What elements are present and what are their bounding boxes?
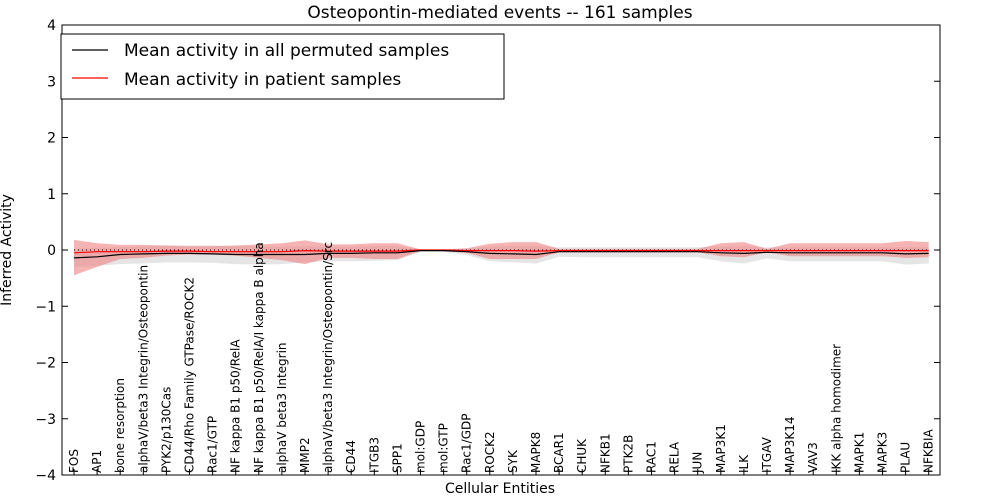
x-tick-label: VAV3	[806, 442, 820, 473]
x-tick-label: mol:GDP	[414, 421, 428, 473]
x-tick-label: NF kappa B1 p50/RelA	[229, 339, 243, 473]
series-line-patient	[73, 249, 929, 254]
x-tick-label: CD44	[344, 440, 358, 473]
x-tick-label: alphaV/beta3 Integrin/Osteopontin	[136, 265, 150, 473]
x-tick-label: PYK2/p130Cas	[159, 387, 173, 473]
legend-entry-patient: Mean activity in patient samples	[124, 70, 401, 90]
x-tick-label: bone resorption	[113, 378, 127, 473]
x-tick-label: FOS	[67, 449, 81, 473]
x-tick-label: PLAU	[899, 442, 913, 473]
x-tick-label: alphaV/beta3 Integrin/Osteopontin/Src	[321, 242, 335, 473]
y-tick-label: 0	[47, 243, 56, 259]
x-tick-label: RAC1	[645, 441, 659, 473]
x-axis-label: Cellular Entities	[445, 481, 555, 497]
x-tick-label: Rac1/GDP	[460, 414, 474, 473]
x-tick-label: CD44/Rho Family GTPase/ROCK2	[183, 277, 197, 473]
x-tick-label: ILK	[737, 454, 751, 473]
x-tick-label: SYK	[506, 449, 520, 473]
legend-entry-permuted: Mean activity in all permuted samples	[124, 41, 449, 61]
plot-frame	[61, 24, 941, 476]
x-tick-label: SPP1	[390, 443, 404, 473]
x-tick-label: MAP3K1	[714, 424, 728, 473]
x-tick-label: mol:GTP	[437, 423, 451, 473]
x-tick-label: IKK alpha homodimer	[829, 344, 843, 473]
band-patient	[74, 239, 929, 276]
chart-title: Osteopontin-mediated events -- 161 sampl…	[307, 3, 692, 23]
y-tick-label: −3	[35, 412, 56, 428]
legend-box	[60, 33, 505, 100]
y-tick-label: −1	[35, 299, 56, 315]
x-tick-label: CHUK	[575, 438, 589, 473]
x-tick-label: MAPK8	[529, 432, 543, 473]
x-tick-label: JUN	[691, 452, 705, 474]
x-tick-label: ITGB3	[367, 437, 381, 473]
y-tick-label: 1	[47, 187, 56, 203]
x-tick-label: AP1	[90, 450, 104, 473]
x-tick-label: PTK2B	[621, 435, 635, 473]
x-tick-label: MMP2	[298, 437, 312, 473]
x-tick-label: ROCK2	[483, 431, 497, 473]
y-tick-label: −2	[35, 356, 56, 372]
plot-area: −4 −3 −2 −1 0 1 2 3 4 FOS AP1 bone resorption alphaV…	[35, 18, 940, 484]
y-tick-label: 3	[47, 74, 56, 90]
y-tick-label: 2	[47, 131, 56, 147]
x-tick-label: NFKB1	[598, 433, 612, 473]
x-tick-label: ITGAV	[760, 436, 774, 473]
y-axis-label: Inferred Activity	[0, 194, 15, 306]
x-tick-label: MAPK1	[852, 432, 866, 473]
y-tick-label: 4	[47, 18, 56, 34]
x-tick-label: RELA	[668, 441, 682, 473]
x-tick-label: Rac1/GTP	[206, 416, 220, 473]
y-tick-label: −4	[35, 468, 56, 484]
x-tick-label: NF kappa B1 p50/RelA/I kappa B alpha	[252, 242, 266, 473]
legend: Mean activity in all permuted samples Me…	[60, 33, 505, 100]
x-tick-label: NFKBIA	[922, 428, 936, 473]
x-tick-label: MAP3K14	[783, 416, 797, 473]
x-tick-label: MAPK3	[876, 432, 890, 473]
x-tick-label: alphaV beta3 Integrin	[275, 342, 289, 473]
x-tick-label: BCAR1	[552, 432, 566, 473]
series-line-permuted	[73, 250, 929, 259]
